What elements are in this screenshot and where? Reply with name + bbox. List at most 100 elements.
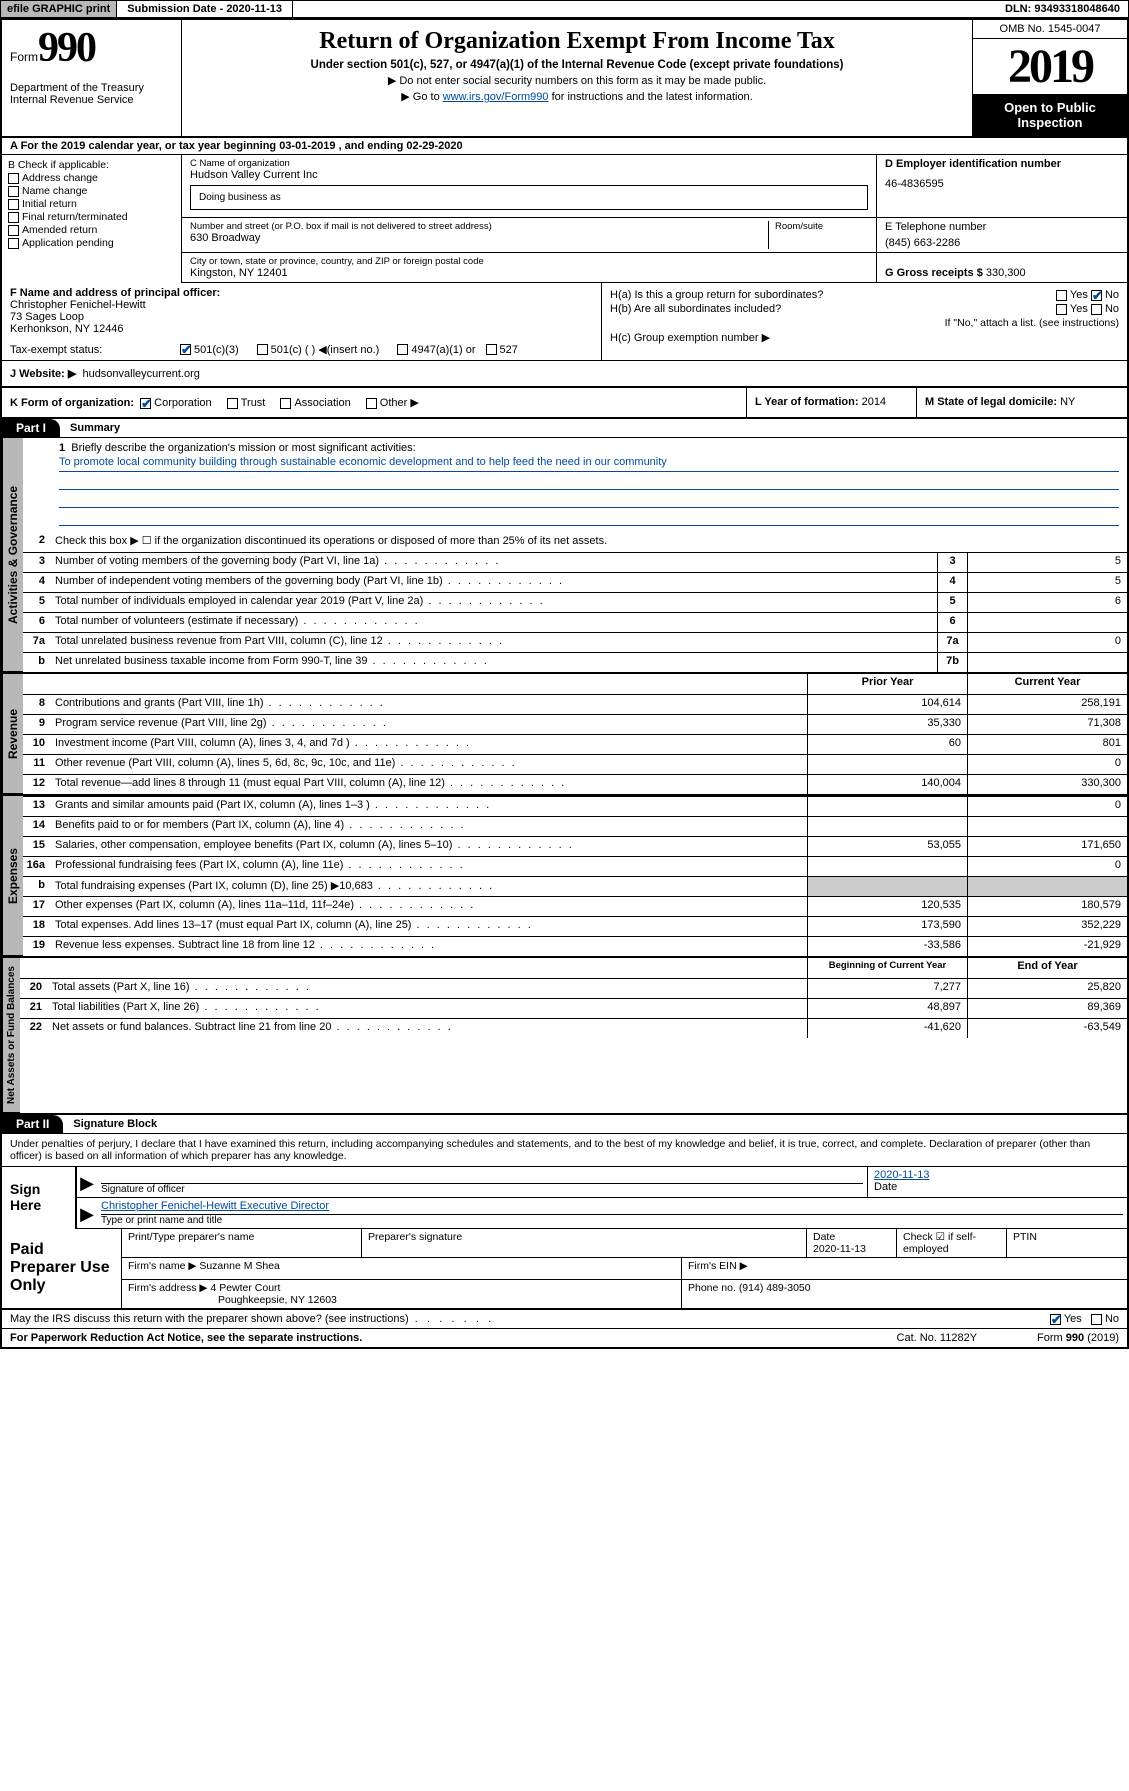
arrow-icon: ▶ [77, 1198, 97, 1228]
mission-text: To promote local community building thro… [59, 456, 1119, 472]
form-title: Return of Organization Exempt From Incom… [190, 28, 964, 55]
state-domicile: M State of legal domicile: NY [917, 388, 1127, 417]
line1-label: Briefly describe the organization's miss… [71, 442, 415, 454]
dba-label: Doing business as [199, 192, 281, 203]
sign-here: Sign Here [2, 1167, 77, 1229]
firm-addr-label: Firm's address ▶ [128, 1282, 208, 1294]
ck-4947[interactable] [397, 344, 408, 355]
efile-label[interactable]: efile GRAPHIC print [1, 1, 117, 17]
sig-officer-label: Signature of officer [101, 1183, 863, 1195]
arrow-icon: ▶ [77, 1167, 97, 1197]
col-current-year: Current Year [967, 674, 1127, 694]
prep-date: 2020-11-13 [813, 1243, 866, 1255]
ein-label: D Employer identification number [885, 158, 1119, 170]
top-bar: efile GRAPHIC print Submission Date - 20… [0, 0, 1129, 18]
form-subtitle: Under section 501(c), 527, or 4947(a)(1)… [190, 59, 964, 71]
discuss-yes[interactable] [1050, 1314, 1061, 1325]
org-name-label: C Name of organization [190, 158, 868, 169]
ck-application-pending[interactable]: Application pending [8, 237, 175, 249]
sig-date-label: Date [874, 1181, 1121, 1193]
note-2: ▶ Go to www.irs.gov/Form990 for instruct… [190, 90, 964, 103]
submission-date: Submission Date - 2020-11-13 [117, 1, 293, 17]
form-number: 990 [38, 25, 95, 71]
col-prior-year: Prior Year [807, 674, 967, 694]
col-beginning: Beginning of Current Year [807, 958, 967, 978]
col-b-header: B Check if applicable: [8, 159, 175, 171]
city-label: City or town, state or province, country… [190, 256, 868, 267]
gross-receipts: 330,300 [986, 267, 1026, 279]
h-b: H(b) Are all subordinates included?Yes N… [610, 303, 1119, 315]
officer-name-label: Type or print name and title [101, 1214, 1123, 1226]
omb-number: OMB No. 1545-0047 [973, 20, 1127, 39]
tab-net-assets: Net Assets or Fund Balances [2, 958, 20, 1113]
firm-name: Suzanne M Shea [199, 1260, 280, 1272]
form-label: Form [10, 50, 38, 64]
preparer-sig-hdr: Preparer's signature [362, 1229, 807, 1257]
tab-revenue: Revenue [2, 674, 23, 794]
column-b-checkboxes: B Check if applicable: Address change Na… [2, 155, 182, 283]
tax-year: 2019 [973, 39, 1127, 94]
open-to-public: Open to Public Inspection [973, 94, 1127, 136]
form-container: Form990 Department of the Treasury Inter… [0, 18, 1129, 1349]
hb-no[interactable] [1091, 304, 1102, 315]
paid-preparer-label: Paid Preparer Use Only [2, 1229, 122, 1308]
ptin-label: PTIN [1007, 1229, 1127, 1257]
form-identifier: Form990 [10, 24, 173, 72]
telephone: (845) 663-2286 [885, 237, 1119, 249]
ck-initial-return[interactable]: Initial return [8, 198, 175, 210]
paperwork-notice: For Paperwork Reduction Act Notice, see … [10, 1332, 362, 1344]
form-footer: Form 990 (2019) [1037, 1332, 1119, 1344]
k-form-org: K Form of organization: Corporation Trus… [2, 388, 747, 417]
cat-no: Cat. No. 11282Y [897, 1332, 978, 1344]
h-c: H(c) Group exemption number ▶ [610, 331, 1119, 344]
firm-addr: 4 Pewter Court [210, 1282, 280, 1294]
line2: Check this box ▶ ☐ if the organization d… [51, 532, 1127, 552]
street-address: 630 Broadway [190, 232, 768, 244]
ha-no[interactable] [1091, 290, 1102, 301]
city-state-zip: Kingston, NY 12401 [190, 267, 868, 279]
addr-label: Number and street (or P.O. box if mail i… [190, 221, 768, 232]
perjury-statement: Under penalties of perjury, I declare th… [2, 1134, 1127, 1167]
gross-receipts-label: G Gross receipts $ [885, 267, 983, 279]
firm-phone: (914) 489-3050 [739, 1282, 811, 1294]
discuss-row: May the IRS discuss this return with the… [2, 1310, 1127, 1329]
ck-corp[interactable] [140, 398, 151, 409]
row-a-taxyear: A For the 2019 calendar year, or tax yea… [2, 138, 1127, 155]
ck-501c[interactable] [257, 344, 268, 355]
part2-header: Part II Signature Block [2, 1115, 1127, 1134]
year-formation: L Year of formation: 2014 [747, 388, 917, 417]
note-1: ▶ Do not enter social security numbers o… [190, 74, 964, 87]
ck-address-change[interactable]: Address change [8, 172, 175, 184]
firm-name-label: Firm's name ▶ [128, 1260, 196, 1272]
ha-yes[interactable] [1056, 290, 1067, 301]
h-a: H(a) Is this a group return for subordin… [610, 289, 1119, 301]
preparer-name-hdr: Print/Type preparer's name [122, 1229, 362, 1257]
department: Department of the Treasury Internal Reve… [10, 82, 173, 106]
ck-final-return[interactable]: Final return/terminated [8, 211, 175, 223]
ck-name-change[interactable]: Name change [8, 185, 175, 197]
ck-527[interactable] [486, 344, 497, 355]
phone-label: Phone no. [688, 1282, 736, 1294]
org-name: Hudson Valley Current Inc [190, 169, 868, 181]
ck-501c3[interactable] [180, 344, 191, 355]
sig-date: 2020-11-13 [874, 1169, 1121, 1181]
part1-header: Part I Summary [2, 419, 1127, 438]
prep-date-label: Date [813, 1231, 835, 1243]
tab-governance: Activities & Governance [2, 438, 23, 672]
ck-other[interactable] [366, 398, 377, 409]
website-url: hudsonvalleycurrent.org [82, 368, 199, 380]
tab-expenses: Expenses [2, 796, 23, 956]
firm-ein-label: Firm's EIN ▶ [682, 1258, 1127, 1279]
principal-officer: F Name and address of principal officer:… [10, 287, 593, 335]
hb-yes[interactable] [1056, 304, 1067, 315]
discuss-no[interactable] [1091, 1314, 1102, 1325]
ck-trust[interactable] [227, 398, 238, 409]
taxexempt-label: Tax-exempt status: [10, 344, 180, 356]
website-row: J Website: ▶ hudsonvalleycurrent.org [2, 361, 1127, 388]
firm-addr2: Poughkeepsie, NY 12603 [218, 1294, 337, 1306]
ck-amended[interactable]: Amended return [8, 224, 175, 236]
col-end: End of Year [967, 958, 1127, 978]
instructions-link[interactable]: www.irs.gov/Form990 [443, 91, 549, 103]
ck-assoc[interactable] [280, 398, 291, 409]
ein: 46-4836595 [885, 178, 1119, 190]
